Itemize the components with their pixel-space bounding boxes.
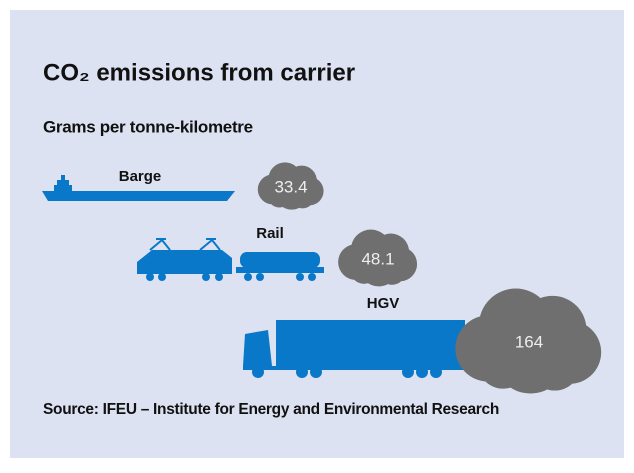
source: Source: IFEU – Institute for Energy and … [43,401,499,418]
value-label: 33.4 [274,177,307,196]
category-label: Barge [119,168,162,185]
rail-icon [137,238,324,281]
barge-icon [42,175,235,201]
value-label: 48.1 [361,249,394,268]
category-label: Rail [256,225,284,242]
value-label: 164 [515,332,543,351]
cloud [257,162,324,210]
cloud [455,288,602,394]
cloud [338,229,418,287]
subtitle: Grams per tonne-kilometre [43,117,253,136]
hgv-icon [243,320,465,378]
chart-title: CO₂ emissions from carrier [43,59,355,86]
category-label: HGV [367,295,400,312]
